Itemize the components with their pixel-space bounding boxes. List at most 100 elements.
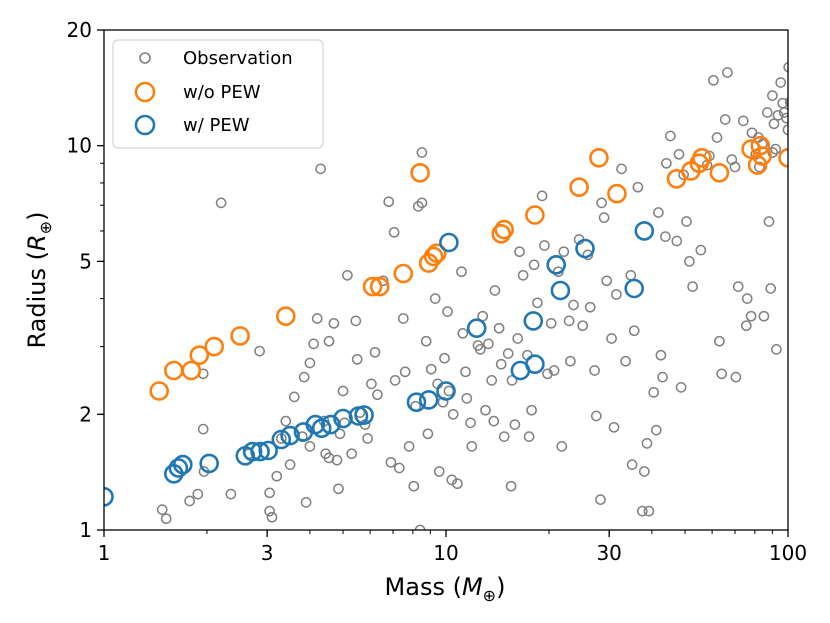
w-pew-point-10 [280, 425, 300, 446]
observation-point-128 [616, 163, 627, 175]
observation-point-20 [300, 497, 312, 508]
x-tick-label: 1 [98, 541, 111, 565]
observation-point-90 [495, 358, 507, 370]
observation-point-121 [595, 494, 606, 505]
observation-point-18 [288, 391, 300, 403]
observation-point-87 [488, 415, 500, 427]
observation-point-21 [298, 371, 310, 383]
observation-point-37 [342, 269, 353, 281]
observation-point-65 [429, 293, 441, 304]
observation-point-130 [625, 269, 637, 281]
observation-point-40 [351, 353, 363, 365]
observation-point-35 [337, 385, 349, 397]
w-o-pew-point-1 [164, 360, 184, 381]
observation-point-22 [304, 357, 316, 369]
observation-point-95 [509, 419, 521, 430]
observation-point-13 [266, 511, 278, 523]
observation-point-97 [514, 246, 525, 258]
observation-point-8 [225, 488, 237, 500]
observation-point-164 [732, 281, 744, 292]
w-o-pew-point-13 [426, 243, 447, 263]
observation-point-76 [457, 327, 469, 339]
observation-point-177 [775, 77, 787, 88]
observation-point-126 [608, 421, 620, 433]
legend: Observation w/o PEW w/ PEW [112, 39, 324, 149]
observation-point-123 [598, 212, 610, 223]
w-pew-point-22 [466, 318, 487, 339]
w-pew-point-14 [320, 414, 341, 435]
observation-point-182 [783, 61, 788, 73]
observation-point-134 [636, 505, 648, 517]
observation-point-171 [763, 216, 775, 227]
observation-point-186 [745, 310, 757, 322]
y-tick-label: 10 [67, 134, 92, 158]
observation-point-145 [665, 130, 676, 142]
observation-point-144 [661, 157, 672, 169]
observation-point-12 [264, 505, 275, 517]
w-o-pew-point-3 [189, 345, 210, 366]
observation-point-67 [433, 466, 445, 477]
observation-point-2 [184, 495, 195, 507]
y-axis-ticks: 1 2 5 10 20 [67, 18, 104, 542]
observation-point-165 [737, 115, 749, 127]
observation-point-52 [393, 462, 405, 474]
observation-point-185 [758, 310, 770, 322]
observation-point-160 [719, 114, 731, 125]
observation-point-50 [388, 226, 400, 238]
observation-point-98 [517, 269, 529, 281]
w-o-pew-point-17 [569, 177, 589, 197]
w-pew-point-30 [634, 221, 655, 241]
observation-point-180 [781, 112, 788, 124]
observation-point-45 [369, 346, 381, 358]
observation-point-156 [708, 74, 719, 86]
observation-point-39 [350, 315, 362, 327]
observation-point-61 [420, 335, 432, 347]
observation-point-104 [536, 190, 548, 202]
observation-point-127 [611, 289, 622, 300]
w-pew-point-8 [258, 440, 279, 461]
observation-point-71 [443, 385, 455, 397]
observation-point-14 [271, 470, 283, 482]
observation-point-103 [532, 297, 543, 309]
legend-wo-pew-label: w/o PEW [183, 82, 261, 103]
observation-point-53 [397, 313, 409, 324]
observation-point-85 [483, 338, 494, 350]
observation-point-26 [315, 163, 326, 175]
observation-point-143 [660, 231, 671, 242]
observation-point-89 [493, 322, 505, 334]
observation-point-132 [628, 325, 640, 337]
observation-point-137 [643, 505, 655, 517]
observation-point-158 [714, 335, 725, 347]
y-axis-label: Radius (R⊕) [23, 212, 55, 349]
observation-point-188 [770, 143, 781, 155]
observation-point-70 [442, 306, 453, 317]
w-pew-point-0 [104, 487, 114, 507]
observation-point-54 [399, 366, 411, 378]
plot-points [104, 61, 788, 530]
observation-point-172 [765, 283, 777, 294]
observation-point-56 [408, 480, 420, 492]
observation-point-88 [489, 285, 501, 296]
observation-point-106 [542, 368, 553, 380]
w-o-pew-point-5 [230, 326, 250, 346]
w-o-pew-point-14 [491, 224, 512, 244]
observation-point-183 [784, 97, 788, 107]
observation-point-163 [730, 371, 742, 383]
observation-point-77 [460, 366, 471, 378]
observation-point-110 [556, 441, 568, 452]
observation-point-58 [412, 201, 424, 212]
observation-point-59 [416, 197, 428, 209]
observation-point-10 [254, 345, 265, 357]
legend-wo-pew-marker [134, 81, 156, 103]
observation-point-147 [673, 148, 685, 160]
observation-point-142 [657, 371, 668, 383]
observation-point-94 [506, 375, 518, 386]
w-pew-point-2 [168, 458, 189, 478]
w-pew-point-4 [199, 453, 219, 474]
observation-point-49 [385, 456, 397, 468]
observation-point-148 [675, 382, 687, 393]
observation-point-119 [589, 365, 600, 376]
observation-point-64 [425, 363, 437, 375]
legend-box [112, 39, 324, 149]
observation-point-101 [526, 404, 537, 416]
